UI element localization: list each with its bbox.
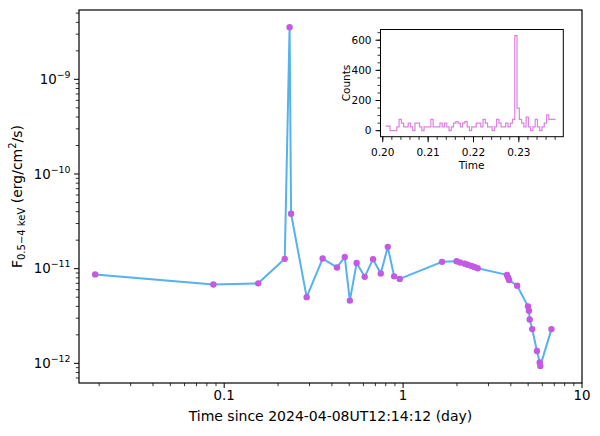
light-curve-figure: 0.1 1 10 10−9 10−10 10−11 10−12 Time since 2024… <box>0 0 600 436</box>
flux-data-point <box>397 276 403 282</box>
flux-data-point <box>514 283 520 289</box>
inset-plot-spines <box>381 30 564 137</box>
flux-data-point <box>385 244 391 250</box>
main-y-axis-label: F0.5−4 keV (erg/cm2/s) <box>7 125 27 268</box>
main-x-tick-label: 1 <box>399 388 408 403</box>
main-y-tick-label: 10−9 <box>40 69 71 87</box>
flux-data-point <box>362 274 368 280</box>
inset-x-tick-label: 0.20 <box>371 146 394 158</box>
flux-data-point <box>537 363 543 369</box>
main-x-axis-label: Time since 2024-04-08UT12:14:12 (day) <box>188 408 473 424</box>
flux-data-point <box>526 307 532 313</box>
flux-data-point <box>347 297 353 303</box>
flux-data-point <box>282 256 288 262</box>
flux-data-point <box>529 326 535 332</box>
main-x-tick-label: 0.1 <box>214 388 235 403</box>
inset-y-tick-label: 400 <box>351 64 371 76</box>
flux-data-point <box>288 211 294 217</box>
inset-x-axis-ticks: 0.20 0.21 0.22 0.23 <box>371 137 555 158</box>
chart-svg: 0.1 1 10 10−9 10−10 10−11 10−12 Time since 2024… <box>0 0 600 436</box>
inset-y-tick-label: 200 <box>351 94 371 106</box>
flux-data-point <box>210 281 216 287</box>
main-y-axis-ticks: 10−9 10−10 10−11 10−12 <box>34 13 79 378</box>
flux-data-point <box>255 280 261 286</box>
inset-y-axis-label: Counts <box>340 65 352 102</box>
inset-x-axis-label: Time <box>458 159 485 171</box>
flux-data-point <box>391 273 397 279</box>
inset-y-axis-ticks: 0 200 400 600 <box>351 33 380 137</box>
flux-data-point <box>319 255 325 261</box>
flux-data-point <box>474 265 480 271</box>
flux-data-point <box>439 259 445 265</box>
inset-axes: 0.20 0.21 0.22 0.23 0 200 400 600 Time Counts <box>340 30 563 171</box>
flux-data-point <box>286 24 292 30</box>
flux-data-point <box>526 316 532 322</box>
inset-y-tick-label: 0 <box>365 124 372 136</box>
flux-data-point <box>506 277 512 283</box>
main-x-axis-ticks: 0.1 1 10 <box>99 383 590 403</box>
flux-data-point <box>342 254 348 260</box>
inset-x-tick-label: 0.23 <box>507 146 530 158</box>
flux-data-point <box>353 260 359 266</box>
inset-y-tick-label: 600 <box>351 34 371 46</box>
flux-data-point <box>334 264 340 270</box>
main-y-tick-label: 10−12 <box>34 353 71 371</box>
main-y-tick-label: 10−10 <box>34 164 71 182</box>
inset-x-tick-label: 0.22 <box>462 146 485 158</box>
flux-data-point <box>548 326 554 332</box>
main-x-tick-label: 10 <box>573 388 590 403</box>
flux-data-point <box>92 271 98 277</box>
flux-data-point <box>370 256 376 262</box>
flux-data-point <box>378 270 384 276</box>
flux-data-point <box>303 294 309 300</box>
flux-data-point <box>534 348 540 354</box>
inset-x-tick-label: 0.21 <box>416 146 439 158</box>
main-y-tick-label: 10−11 <box>34 258 71 276</box>
